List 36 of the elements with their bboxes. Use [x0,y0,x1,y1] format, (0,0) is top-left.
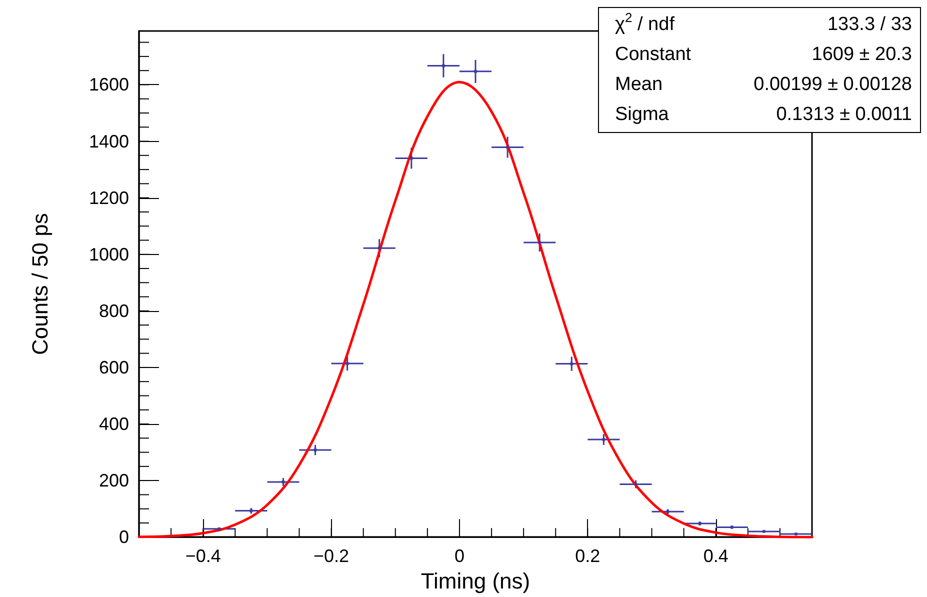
y-axis-title: Counts / 50 ps [28,213,52,355]
y-tick-label: 600 [98,357,129,378]
y-tick-label: 400 [98,414,129,434]
point [602,438,606,442]
y-tick-label: 1600 [88,74,129,95]
annotation: Constant [615,43,692,67]
point [474,70,477,73]
text: 133.3 / 33 [827,13,912,37]
y-tick-label: 1200 [88,188,129,208]
point [442,64,445,68]
point [570,362,574,366]
point [314,448,317,452]
annotation: Mean [615,73,663,97]
x-tick-label: 0.4 [703,546,728,566]
x-tick-label: 0.2 [575,546,600,566]
point [506,146,510,149]
annotation: 0.1313 ± 0.0011 [776,103,912,127]
y-tick-label: 1400 [88,131,129,152]
x-tick-label: −0.4 [185,546,221,566]
point [634,482,638,486]
y-tick-label: 0 [118,527,129,548]
y-tick-label: 1000 [88,244,129,264]
point [410,156,413,160]
point [282,480,285,484]
x-tick-label: −0.2 [314,546,350,566]
y-tick-label: 800 [98,300,129,321]
x-tick-label: 0 [454,546,464,566]
annotation: 1609 ± 20.3 [812,43,912,67]
point [346,362,349,365]
annotation: 0.00199 ± 0.00128 [754,73,912,97]
x-axis-title: Timing (ns) [420,568,530,594]
annotation: Sigma [615,103,669,127]
point [378,246,381,250]
point [538,240,542,244]
annotation: χ$^{2}$ / ndf [615,10,674,37]
y-tick-label: 200 [98,470,129,491]
